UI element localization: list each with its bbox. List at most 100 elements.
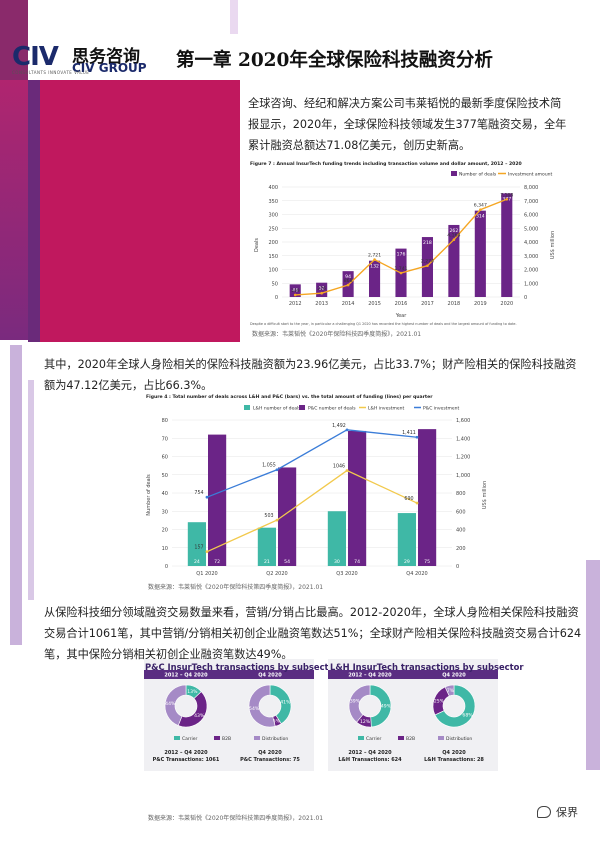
x-tick-label: 2014 xyxy=(342,301,355,307)
donut-slice xyxy=(434,684,476,728)
period-label: 2012 – Q4 2020 xyxy=(348,673,392,679)
point-investment xyxy=(346,283,350,287)
bar-value-label: 262 xyxy=(449,228,458,234)
bar-value-label: 72 xyxy=(214,559,220,565)
y-tick-label: 400 xyxy=(268,185,278,191)
legend-label: Carrier xyxy=(182,736,198,742)
point-investment xyxy=(293,293,297,297)
y2-tick-label: 0 xyxy=(524,295,527,301)
point-value-label: 157 xyxy=(194,545,203,551)
y-tick-label: 150 xyxy=(268,254,278,260)
y2-tick-label: 1,000 xyxy=(456,473,470,479)
bar-value-label: 75 xyxy=(424,559,430,565)
slice-label: 54% xyxy=(249,706,260,712)
slice-label: 41% xyxy=(280,699,291,705)
y-tick-label: 0 xyxy=(275,295,278,301)
point-pc-investment xyxy=(415,435,419,439)
y2-tick-label: 6,000 xyxy=(524,213,538,219)
bar-deals xyxy=(316,282,328,297)
point-value-label: 868 xyxy=(344,278,353,284)
point-investment xyxy=(426,264,429,268)
logo-tagline: CONSULTANTS INNOVATE VALUE xyxy=(12,70,90,75)
decor-bar-purple xyxy=(28,80,40,342)
bar-pc-deals xyxy=(278,467,297,566)
lh-subsector-panel: 2012 – Q4 2020 49% 12% 39% 2012 – Q4 2020 L&H… xyxy=(328,659,498,771)
y2-tick-label: 200 xyxy=(456,546,466,552)
decor-bar-lavender xyxy=(10,345,22,645)
y2-tick-label: 1,200 xyxy=(456,455,470,461)
point-value-label: 690 xyxy=(404,496,413,502)
paragraph-lh-pc: 其中，2020年全球人身险相关的保险科技融资额为23.96亿美元，占比33.7%… xyxy=(44,358,577,392)
y2-tick-label: 3,000 xyxy=(524,254,538,260)
x-tick-label: 2016 xyxy=(395,301,408,307)
point-lh-investment xyxy=(415,501,419,505)
y2-tick-label: 600 xyxy=(456,509,466,515)
bar-value-label: 46 xyxy=(292,287,298,293)
bar-lh-deals xyxy=(257,527,276,566)
chart-title: Figure 4 : Total number of deals across … xyxy=(146,394,433,400)
y-tick-label: 250 xyxy=(268,226,278,232)
legend-label-investment: Investment amount xyxy=(508,172,553,178)
legend-swatch xyxy=(174,736,180,740)
bar-value-label: 314 xyxy=(476,214,485,220)
period-header-bar xyxy=(144,670,314,679)
legend-label: L&H investment xyxy=(368,406,404,412)
point-lh-investment xyxy=(275,518,279,522)
y2-tick-label: 5,000 xyxy=(524,226,538,232)
y2-tick-label: 800 xyxy=(456,491,466,497)
x-tick-label: 2019 xyxy=(474,301,487,307)
transactions-caption: L&H Transactions: 28 xyxy=(424,757,484,763)
decor-bar-left xyxy=(0,80,28,340)
point-value-label: 4,168 xyxy=(447,233,460,239)
y2-axis-label: US$ million xyxy=(550,231,556,259)
y-tick-label: 200 xyxy=(268,240,278,246)
y-tick-label: 0 xyxy=(165,564,168,570)
legend-label: Distribution xyxy=(446,736,472,742)
period-label: 2012 – Q4 2020 xyxy=(164,673,208,679)
y2-tick-label: 8,000 xyxy=(524,185,538,191)
line-lh-investment xyxy=(206,469,418,553)
point-investment xyxy=(452,238,456,241)
legend-label: L&H number of deals xyxy=(253,406,301,412)
y-tick-label: 20 xyxy=(162,528,168,534)
y2-tick-label: 1,000 xyxy=(524,281,538,287)
slice-label: 49% xyxy=(381,703,392,709)
figure-quarterly-funding: Figure 4 : Total number of deals across … xyxy=(144,390,492,580)
y2-tick-label: 2,000 xyxy=(524,268,538,274)
point-investment xyxy=(505,197,509,201)
y2-tick-label: 1,400 xyxy=(456,436,470,442)
point-value-label: 7,108 xyxy=(500,192,513,198)
bar-deals xyxy=(448,224,460,297)
legend-label-deals: Number of deals xyxy=(459,172,497,178)
y-tick-label: 30 xyxy=(162,509,168,515)
slice-label: 39% xyxy=(350,698,361,704)
chart-title: Figure 7 : Annual InsurTech funding tren… xyxy=(250,161,522,167)
legend-swatch xyxy=(244,405,250,410)
logo: CIV 思务咨询 CIV GROUP CONSULTANTS INNOVATE … xyxy=(12,42,162,76)
y-axis-label: Deals xyxy=(254,238,260,252)
donut-slice xyxy=(348,684,371,723)
annual-funding-chart: Figure 7 : Annual InsurTech funding tren… xyxy=(250,161,556,326)
y2-tick-label: 4,000 xyxy=(524,240,538,246)
x-tick-label: 2020 xyxy=(500,301,513,307)
slice-label: 12% xyxy=(360,719,371,725)
legend-swatch xyxy=(438,736,444,740)
bar-lh-deals xyxy=(327,511,346,566)
x-tick-label: Q2 2020 xyxy=(266,571,287,577)
point-value-label: 1,055 xyxy=(262,463,276,469)
legend-swatch-deals xyxy=(451,171,457,176)
slice-label: 68% xyxy=(462,712,473,718)
y-tick-label: 350 xyxy=(268,199,278,205)
bar-deals xyxy=(474,210,486,297)
legend-label: B2B xyxy=(222,736,231,742)
pc-subsector-panel: 2012 – Q4 2020 13% 43% 44% 2012 – Q4 2020 P&C… xyxy=(144,659,314,771)
x-tick-label: Q1 2020 xyxy=(196,571,217,577)
y-tick-label: 40 xyxy=(162,491,168,497)
x-tick-label: 2015 xyxy=(368,301,381,307)
point-value-label: 276 xyxy=(317,286,326,292)
x-tick-label: Q4 2020 xyxy=(406,571,427,577)
bar-deals xyxy=(369,260,381,297)
slice-label: 43% xyxy=(194,713,205,719)
